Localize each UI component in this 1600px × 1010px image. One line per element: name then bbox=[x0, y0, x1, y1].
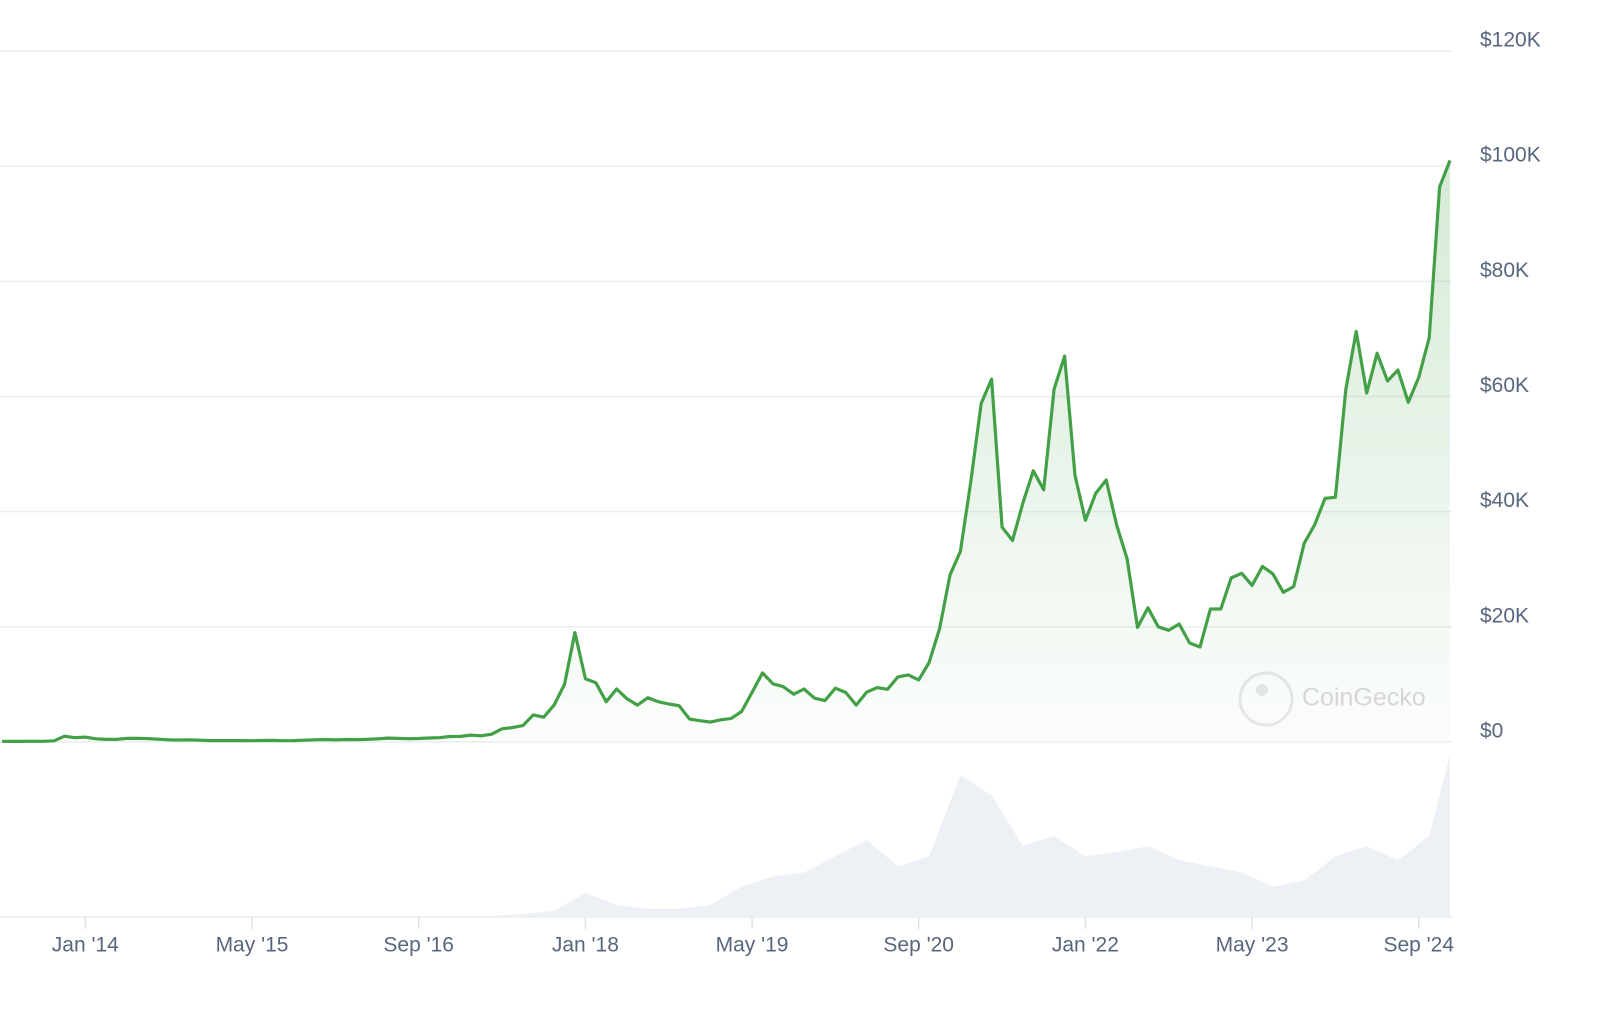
x-tick-label: Sep '20 bbox=[883, 934, 954, 957]
y-tick-label: $0 bbox=[1480, 720, 1503, 743]
x-tick-label: May '15 bbox=[216, 934, 289, 957]
price-area bbox=[2, 160, 1450, 742]
x-tick-label: Jan '14 bbox=[52, 934, 119, 957]
volume-area bbox=[22, 755, 1451, 917]
x-tick-label: May '23 bbox=[1216, 934, 1289, 957]
y-tick-label: $20K bbox=[1480, 604, 1529, 627]
y-tick-label: $120K bbox=[1480, 29, 1541, 52]
x-tick-label: Jan '22 bbox=[1052, 934, 1119, 957]
y-tick-label: $40K bbox=[1480, 489, 1529, 512]
x-tick-label: Sep '16 bbox=[383, 934, 454, 957]
watermark: CoinGecko bbox=[1302, 684, 1426, 712]
price-line bbox=[1, 159, 1452, 743]
x-tick-label: Jan '18 bbox=[552, 934, 619, 957]
y-tick-label: $60K bbox=[1480, 374, 1529, 397]
x-tick-label: Sep '24 bbox=[1383, 934, 1454, 957]
x-tick-label: May '19 bbox=[716, 934, 789, 957]
y-tick-label: $80K bbox=[1480, 259, 1529, 282]
y-tick-label: $100K bbox=[1480, 144, 1541, 167]
